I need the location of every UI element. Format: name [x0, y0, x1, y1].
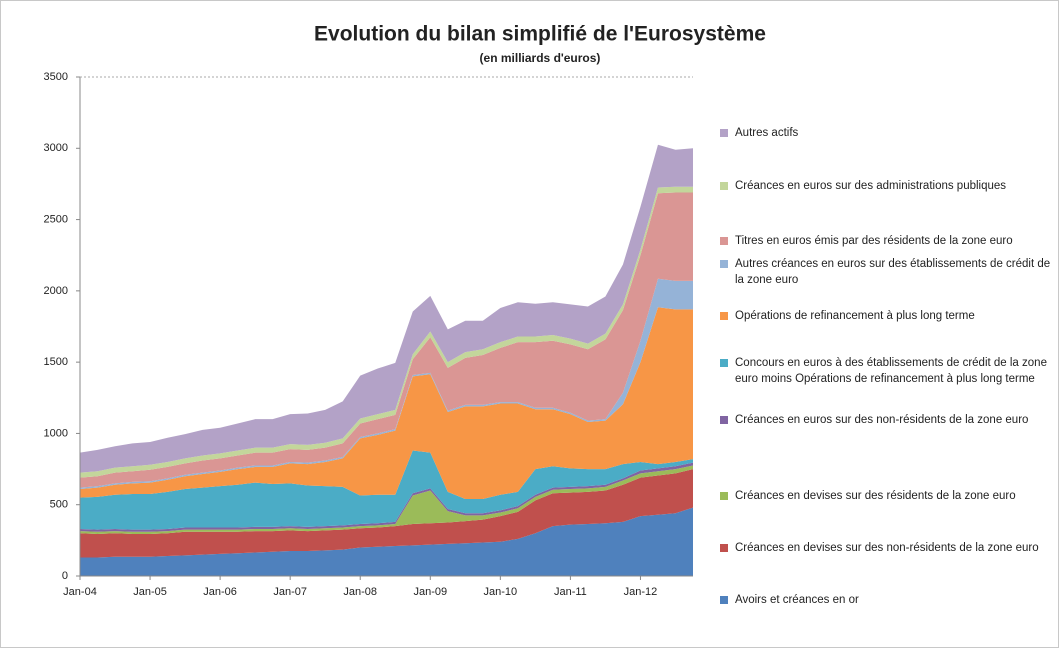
legend-label: Créances en euros sur des non-résidents …: [735, 414, 1029, 426]
y-tick-label: 2000: [44, 285, 68, 297]
x-tick-label: Jan-07: [273, 586, 307, 598]
y-tick-label: 3500: [44, 71, 68, 83]
x-tick-label: Jan-04: [63, 586, 97, 598]
legend-label: Créances en devises sur des non-résident…: [735, 542, 1039, 554]
legend-label: Opérations de refinancement à plus long …: [735, 310, 975, 322]
legend-swatch: [720, 182, 728, 190]
x-tick-label: Jan-11: [554, 586, 587, 598]
legend-label: Créances en devises sur des résidents de…: [735, 490, 1016, 502]
legend-label: Autres créances en euros sur des établis…: [735, 258, 1051, 286]
legend-label: Créances en euros sur des administration…: [735, 180, 1007, 192]
area: [80, 450, 693, 530]
legend-item: Autres actifs: [720, 125, 1055, 141]
legend-label: Titres en euros émis par des résidents d…: [735, 235, 1013, 247]
legend-item: Autres créances en euros sur des établis…: [720, 256, 1055, 288]
legend-swatch: [720, 416, 728, 424]
legend-swatch: [720, 359, 728, 367]
x-tick-label: Jan-06: [203, 586, 237, 598]
x-tick-label: Jan-05: [133, 586, 167, 598]
y-tick-label: 1500: [44, 356, 68, 368]
chart-subtitle: (en milliards d'euros): [480, 51, 601, 65]
area: [80, 192, 693, 488]
area: [80, 507, 693, 576]
legend-label: Concours en euros à des établissements d…: [735, 357, 1047, 385]
legend-swatch: [720, 492, 728, 500]
legend-swatch: [720, 129, 728, 137]
x-tick-label: Jan-10: [484, 586, 518, 598]
y-tick-label: 1000: [44, 427, 68, 439]
area: [80, 144, 693, 473]
legend: Autres actifs Créances en euros sur des a…: [720, 0, 1055, 648]
legend-swatch: [720, 260, 728, 268]
legend-item: Créances en euros sur des non-résidents …: [720, 412, 1055, 428]
legend-item: Créances en euros sur des administration…: [720, 178, 1055, 194]
legend-item: Créances en devises sur des résidents de…: [720, 488, 1055, 504]
legend-swatch: [720, 596, 728, 604]
y-tick-label: 2500: [44, 213, 68, 225]
legend-swatch: [720, 237, 728, 245]
legend-label: Avoirs et créances en or: [735, 594, 859, 606]
y-tick-label: 3000: [44, 142, 68, 154]
x-tick-label: Jan-09: [413, 586, 447, 598]
legend-item: Créances en devises sur des non-résident…: [720, 540, 1055, 556]
area: [80, 307, 693, 500]
legend-item: Opérations de refinancement à plus long …: [720, 308, 1055, 324]
y-tick-label: 0: [62, 570, 68, 582]
legend-swatch: [720, 312, 728, 320]
x-tick-label: Jan-08: [343, 586, 377, 598]
area: [80, 469, 693, 558]
legend-label: Autres actifs: [735, 127, 799, 139]
y-tick-label: 500: [50, 499, 68, 511]
legend-swatch: [720, 544, 728, 552]
legend-item: Avoirs et créances en or: [720, 592, 1055, 608]
legend-item: Concours en euros à des établissements d…: [720, 355, 1055, 387]
x-tick-label: Jan-12: [624, 586, 658, 598]
chart-title: Evolution du bilan simplifié de l'Eurosy…: [314, 23, 766, 46]
legend-item: Titres en euros émis par des résidents d…: [720, 233, 1055, 249]
